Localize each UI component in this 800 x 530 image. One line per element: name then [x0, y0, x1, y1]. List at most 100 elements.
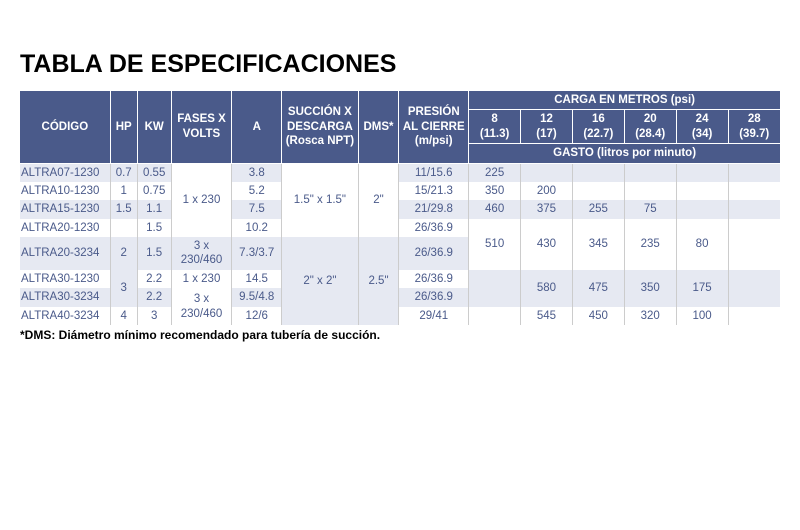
- cell-pres: 26/36.9: [399, 270, 469, 288]
- cell-c28: [728, 307, 780, 325]
- col-hp: HP: [110, 91, 137, 163]
- cell-hp: [110, 219, 137, 237]
- cell-succ: 2" x 2": [282, 237, 359, 325]
- cell-c28: [728, 219, 780, 270]
- cell-c20: 235: [624, 219, 676, 270]
- cell-a: 5.2: [232, 182, 282, 200]
- cell-c24: [676, 200, 728, 218]
- cell-kw: 1.5: [137, 237, 171, 270]
- cell-c24: [676, 163, 728, 182]
- cell-c24: 100: [676, 307, 728, 325]
- col-gasto: GASTO (litros por minuto): [469, 144, 780, 163]
- col-codigo: CÓDIGO: [20, 91, 110, 163]
- cell-kw: 1.1: [137, 200, 171, 218]
- col-8: 8(11.3): [469, 110, 521, 144]
- cell-kw: 1.5: [137, 219, 171, 237]
- cell-c8: 225: [469, 163, 521, 182]
- cell-c28: [728, 182, 780, 200]
- cell-c12: 430: [521, 219, 573, 270]
- cell-kw: 2.2: [137, 270, 171, 288]
- cell-c12: 580: [521, 270, 573, 307]
- col-kw: KW: [137, 91, 171, 163]
- col-fases: FASES X VOLTS: [171, 91, 232, 163]
- cell-kw: 3: [137, 307, 171, 325]
- cell-c12: 375: [521, 200, 573, 218]
- cell-codigo: ALTRA10-1230: [20, 182, 110, 200]
- cell-a: 9.5/4.8: [232, 288, 282, 306]
- table-row: ALTRA30-1230 3 2.2 1 x 230 14.5 26/36.9 …: [20, 270, 780, 288]
- cell-fases: 3 x 230/460: [171, 288, 232, 325]
- cell-codigo: ALTRA20-1230: [20, 219, 110, 237]
- cell-a: 12/6: [232, 307, 282, 325]
- cell-hp: 4: [110, 307, 137, 325]
- cell-codigo: ALTRA30-1230: [20, 270, 110, 288]
- cell-dms: 2.5": [358, 237, 399, 325]
- col-28: 28(39.7): [728, 110, 780, 144]
- cell-fases: 1 x 230: [171, 270, 232, 288]
- cell-c28: [728, 200, 780, 218]
- footnote: *DMS: Diámetro mínimo recomendado para t…: [20, 328, 780, 342]
- cell-hp: 1.5: [110, 200, 137, 218]
- cell-codigo: ALTRA40-3234: [20, 307, 110, 325]
- cell-c8: 460: [469, 200, 521, 218]
- cell-fases: 1 x 230: [171, 163, 232, 237]
- col-pres: PRESIÓN AL CIERRE (m/psi): [399, 91, 469, 163]
- cell-c12: 545: [521, 307, 573, 325]
- col-12: 12(17): [521, 110, 573, 144]
- cell-c12: 200: [521, 182, 573, 200]
- cell-codigo: ALTRA15-1230: [20, 200, 110, 218]
- cell-pres: 11/15.6: [399, 163, 469, 182]
- col-16: 16(22.7): [572, 110, 624, 144]
- table-header: CÓDIGO HP KW FASES X VOLTS A SUCCIÓN X D…: [20, 91, 780, 163]
- cell-c12: [521, 163, 573, 182]
- cell-c20: 320: [624, 307, 676, 325]
- cell-codigo: ALTRA30-3234: [20, 288, 110, 306]
- cell-kw: 2.2: [137, 288, 171, 306]
- cell-c24: 175: [676, 270, 728, 307]
- cell-pres: 21/29.8: [399, 200, 469, 218]
- cell-c28: [728, 163, 780, 182]
- cell-fases: 3 x 230/460: [171, 237, 232, 270]
- spec-table: CÓDIGO HP KW FASES X VOLTS A SUCCIÓN X D…: [20, 91, 780, 325]
- cell-c16: [572, 182, 624, 200]
- cell-c8: 510: [469, 219, 521, 270]
- cell-a: 10.2: [232, 219, 282, 237]
- cell-pres: 26/36.9: [399, 219, 469, 237]
- col-dms: DMS*: [358, 91, 399, 163]
- cell-pres: 26/36.9: [399, 237, 469, 270]
- table-row: ALTRA20-1230 1.5 10.2 26/36.9 510 430 34…: [20, 219, 780, 237]
- col-a: A: [232, 91, 282, 163]
- table-row: ALTRA40-3234 4 3 12/6 29/41 545 450 320 …: [20, 307, 780, 325]
- cell-c20: [624, 182, 676, 200]
- cell-c24: 80: [676, 219, 728, 270]
- cell-a: 14.5: [232, 270, 282, 288]
- cell-succ: 1.5" x 1.5": [282, 163, 359, 237]
- cell-c16: 255: [572, 200, 624, 218]
- cell-hp: 0.7: [110, 163, 137, 182]
- table-row: ALTRA15-1230 1.5 1.1 7.5 21/29.8 460 375…: [20, 200, 780, 218]
- cell-hp: 1: [110, 182, 137, 200]
- cell-dms: 2": [358, 163, 399, 237]
- cell-c16: 345: [572, 219, 624, 270]
- cell-pres: 26/36.9: [399, 288, 469, 306]
- cell-c28: [728, 270, 780, 307]
- cell-kw: 0.75: [137, 182, 171, 200]
- col-carga: CARGA EN METROS (psi): [469, 91, 780, 110]
- cell-c8: [469, 307, 521, 325]
- col-24: 24(34): [676, 110, 728, 144]
- cell-pres: 29/41: [399, 307, 469, 325]
- cell-c16: 475: [572, 270, 624, 307]
- cell-a: 7.3/3.7: [232, 237, 282, 270]
- cell-c20: [624, 163, 676, 182]
- table-row: ALTRA07-1230 0.7 0.55 1 x 230 3.8 1.5" x…: [20, 163, 780, 182]
- cell-c24: [676, 182, 728, 200]
- cell-kw: 0.55: [137, 163, 171, 182]
- cell-hp: 2: [110, 237, 137, 270]
- cell-c16: [572, 163, 624, 182]
- cell-codigo: ALTRA07-1230: [20, 163, 110, 182]
- cell-hp: 3: [110, 270, 137, 307]
- col-succ: SUCCIÓN X DESCARGA (Rosca NPT): [282, 91, 359, 163]
- cell-codigo: ALTRA20-3234: [20, 237, 110, 270]
- cell-c20: 350: [624, 270, 676, 307]
- page-title: TABLA DE ESPECIFICACIONES: [20, 50, 780, 79]
